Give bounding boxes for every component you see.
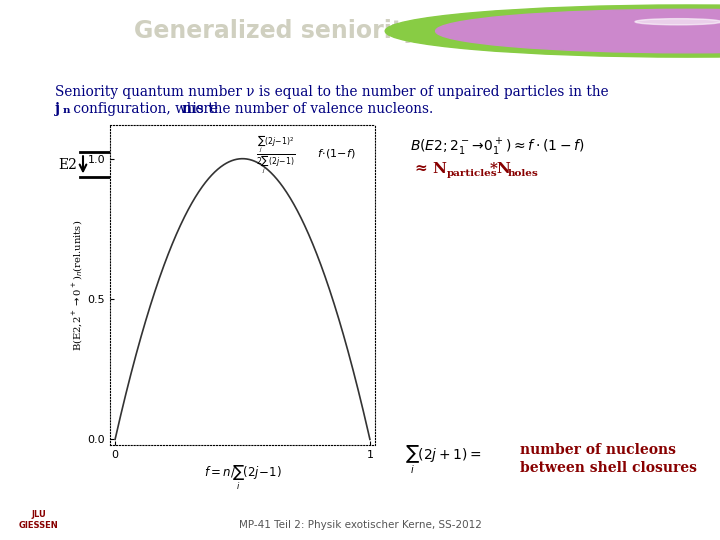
Text: MP-41 Teil 2: Physik exotischer Kerne, SS-2012: MP-41 Teil 2: Physik exotischer Kerne, S… — [238, 520, 482, 530]
Text: JLU
GIESSEN: JLU GIESSEN — [19, 510, 59, 530]
Text: 2⁻: 2⁻ — [160, 144, 176, 158]
Text: ν = 0: ν = 0 — [205, 170, 241, 183]
Text: 0⁻: 0⁻ — [160, 170, 176, 183]
Text: n: n — [63, 106, 71, 115]
Text: $f\!\cdot\!(1\!-\!f)$: $f\!\cdot\!(1\!-\!f)$ — [317, 147, 356, 160]
Text: GSI: GSI — [649, 512, 678, 528]
Text: ≈ N: ≈ N — [415, 163, 447, 176]
Text: *N: *N — [490, 163, 512, 176]
Text: is the number of valence nucleons.: is the number of valence nucleons. — [188, 102, 433, 116]
Circle shape — [436, 9, 720, 53]
Text: holes: holes — [508, 169, 539, 178]
Text: ν = 2: ν = 2 — [205, 145, 241, 158]
Text: $B(E2;2_1^-\!\to\!0_1^+)\approx f\cdot(1-f)$: $B(E2;2_1^-\!\to\!0_1^+)\approx f\cdot(1… — [410, 137, 585, 158]
Text: number of nucleons: number of nucleons — [520, 443, 676, 457]
Text: between shell closures: between shell closures — [520, 461, 697, 475]
Ellipse shape — [635, 18, 720, 25]
Text: j: j — [55, 102, 60, 116]
Y-axis label: B(E2,2$^+$$\to$0$^+$)$_n$(rel.units): B(E2,2$^+$$\to$0$^+$)$_n$(rel.units) — [70, 219, 85, 350]
Text: Seniority quantum number ν is equal to the number of unpaired particles in the: Seniority quantum number ν is equal to t… — [55, 85, 608, 99]
Text: $\frac{\sum_j(2j\!-\!1)^2}{2\sum_j(2j\!-\!1)}$: $\frac{\sum_j(2j\!-\!1)^2}{2\sum_j(2j\!-… — [256, 134, 295, 176]
Text: Generalized seniority scheme: Generalized seniority scheme — [134, 19, 528, 43]
X-axis label: $f = n/\!\sum_i(2j\!-\!1)$: $f = n/\!\sum_i(2j\!-\!1)$ — [204, 464, 282, 492]
Text: n: n — [182, 102, 192, 116]
Text: $\sum_i(2j+1) =$: $\sum_i(2j+1) =$ — [405, 444, 482, 476]
Text: configuration, where: configuration, where — [69, 102, 222, 116]
Text: E2: E2 — [58, 158, 77, 172]
Text: particles: particles — [447, 169, 498, 178]
Circle shape — [385, 5, 720, 57]
